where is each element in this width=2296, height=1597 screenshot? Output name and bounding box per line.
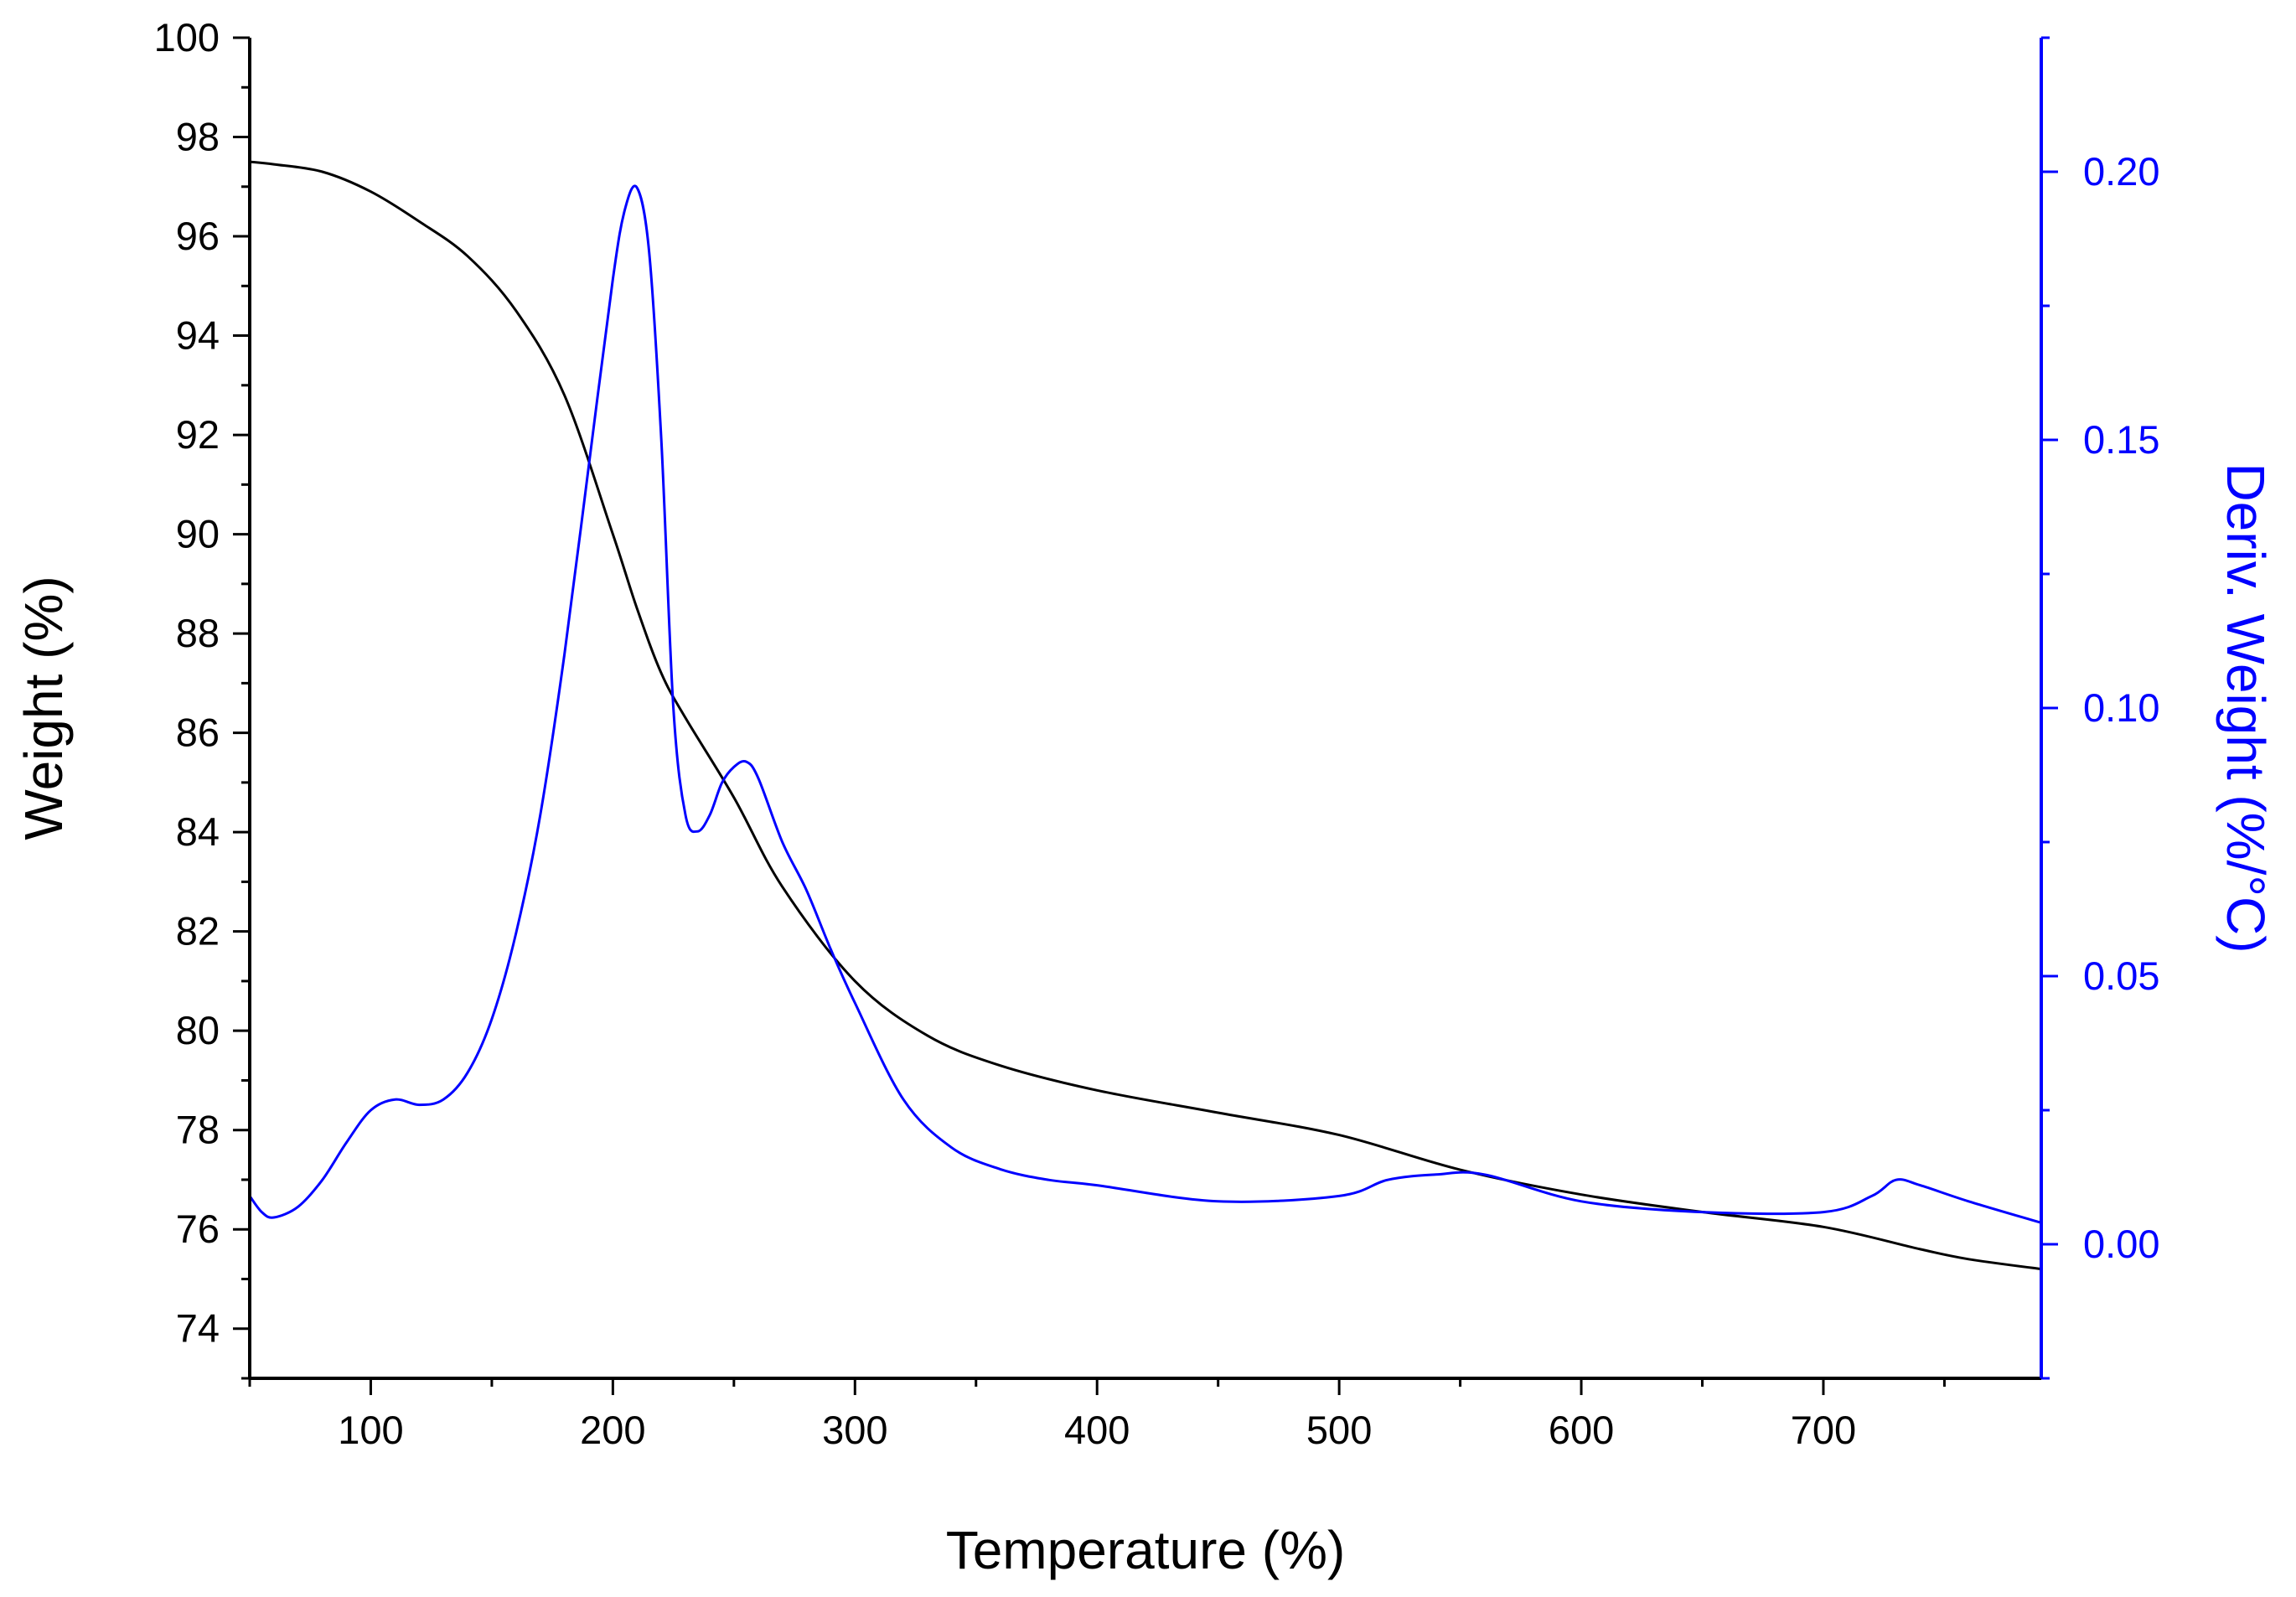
y-right-tick-label: 0.20 [2083, 149, 2159, 194]
x-tick-label: 200 [580, 1408, 645, 1452]
y-right-tick-label: 0.10 [2083, 685, 2159, 730]
y-right-tick-label: 0.15 [2083, 417, 2159, 462]
series-layer [248, 160, 2042, 1271]
weight-line [249, 160, 2042, 1271]
y-axis-left-title: Weight (%) [13, 576, 74, 840]
x-tick-label: 500 [1306, 1408, 1372, 1452]
y-left-tick-label: 96 [176, 214, 220, 258]
tick-layer [233, 36, 2058, 1395]
x-tick-label: 300 [822, 1408, 887, 1452]
y-left-tick-label: 100 [154, 15, 220, 59]
plot-frame [250, 38, 2041, 1378]
y-axis-right-title: Deriv. Weight (%/°C) [2216, 463, 2276, 953]
y-left-tick-label: 78 [176, 1108, 220, 1152]
x-axis-title: Temperature (%) [946, 1520, 1346, 1580]
y-left-tick-label: 92 [176, 412, 220, 457]
y-left-tick-label: 80 [176, 1008, 220, 1052]
y-left-tick-label: 86 [176, 711, 220, 755]
y-right-tick-label: 0.00 [2083, 1222, 2159, 1266]
label-layer: 100 200 300 400 500 600 700 74 76 78 80 82 84 86 88 90 9… [154, 15, 2160, 1452]
y-left-tick-label: 74 [176, 1306, 220, 1351]
deriv-weight-line [248, 184, 2042, 1224]
y-right-tick-label: 0.05 [2083, 954, 2159, 998]
x-tick-label: 400 [1064, 1408, 1130, 1452]
y-left-tick-label: 82 [176, 909, 220, 954]
y-left-tick-label: 84 [176, 809, 220, 854]
y-left-tick-label: 76 [176, 1207, 220, 1251]
x-tick-label: 700 [1791, 1408, 1856, 1452]
y-left-tick-label: 90 [176, 512, 220, 556]
y-left-tick-label: 88 [176, 611, 220, 655]
x-tick-label: 600 [1549, 1408, 1614, 1452]
x-tick-label: 100 [338, 1408, 403, 1452]
y-left-tick-label: 98 [176, 115, 220, 159]
y-left-tick-label: 94 [176, 313, 220, 358]
